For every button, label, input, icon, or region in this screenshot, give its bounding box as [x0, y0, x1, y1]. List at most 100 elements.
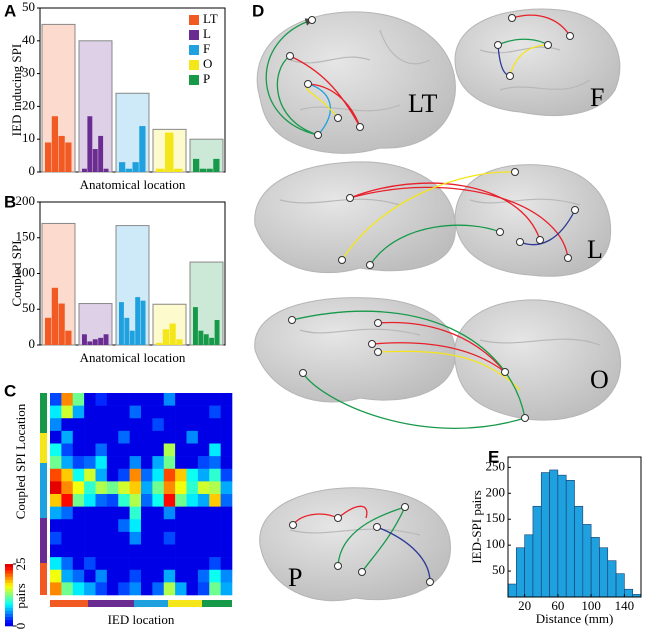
heat-cell — [141, 582, 153, 596]
heat-cell — [220, 569, 233, 583]
heat-cell — [129, 456, 142, 470]
y-tick-label: 200 — [486, 484, 506, 499]
heat-cell — [50, 519, 62, 533]
histogram-bar — [607, 560, 617, 598]
bar — [165, 132, 174, 172]
colorbar-tick-label: 25 — [13, 558, 28, 571]
y-axis-label: Coupled SPI Location — [13, 403, 28, 519]
y-tick-label: 50 — [492, 562, 505, 577]
heat-cell — [50, 582, 62, 596]
heat-cell — [175, 418, 187, 432]
heat-cell — [175, 519, 187, 533]
heat-cell — [50, 430, 62, 444]
heat-cell — [84, 494, 96, 507]
heat-cell — [50, 468, 62, 482]
heat-cell — [186, 531, 199, 545]
x-tick-label: 60 — [551, 598, 564, 613]
heat-cell — [220, 531, 233, 545]
heat-cell — [197, 418, 210, 432]
bar — [206, 168, 213, 172]
heat-cell — [186, 506, 199, 520]
heat-cell — [152, 481, 165, 495]
heat-cell — [209, 456, 221, 470]
bar — [199, 168, 206, 172]
colorbar-step — [5, 585, 13, 590]
colorbar-step — [5, 570, 13, 574]
histogram-bar — [516, 547, 525, 598]
heat-cell — [95, 569, 108, 583]
heat-cell — [163, 393, 176, 406]
region-label: P — [288, 563, 302, 592]
brain — [454, 164, 612, 277]
histogram-bar — [507, 583, 517, 598]
bar — [129, 330, 135, 345]
heat-cell — [209, 418, 221, 432]
bar — [103, 168, 109, 172]
heat-cell — [152, 430, 165, 444]
heat-cell — [209, 468, 221, 482]
bar — [87, 341, 93, 345]
legend-label: L — [203, 26, 211, 41]
heat-cell — [209, 544, 221, 558]
heat-cell — [106, 430, 119, 444]
heat-cell — [197, 481, 210, 495]
heat-cell — [197, 557, 210, 571]
heat-cell — [197, 531, 210, 545]
y-tick-label: 30 — [22, 65, 35, 80]
heat-cell — [163, 557, 176, 571]
heat-cell — [220, 418, 233, 432]
legend-swatch — [189, 15, 199, 25]
heat-cell — [209, 557, 221, 571]
legend-swatch — [189, 45, 199, 55]
bar — [135, 297, 141, 345]
heat-cell — [118, 456, 130, 470]
heat-cell — [106, 569, 119, 583]
heat-cell — [129, 544, 142, 558]
heat-cell — [72, 531, 85, 545]
histogram-bar — [615, 573, 625, 598]
panel-letter: B — [4, 192, 16, 211]
heat-cell — [141, 569, 153, 583]
heat-cell — [95, 544, 108, 558]
bar — [162, 329, 169, 345]
colorbar-step — [5, 588, 13, 593]
heat-cell — [95, 582, 108, 596]
bar — [193, 307, 198, 345]
bar — [176, 339, 183, 345]
heat-cell — [72, 519, 85, 533]
heat-cell — [106, 468, 119, 482]
heat-cell — [95, 557, 108, 571]
heat-cell — [95, 443, 108, 457]
heat-cell — [220, 481, 233, 495]
heat-cell — [197, 430, 210, 444]
heat-cell — [61, 582, 74, 596]
heat-cell — [61, 468, 74, 482]
heat-cell — [141, 519, 153, 533]
heat-cell — [95, 430, 108, 444]
heat-cell — [95, 418, 108, 432]
heat-cell — [141, 531, 153, 545]
heat-cell — [220, 494, 233, 507]
heat-cell — [95, 468, 108, 482]
heat-cell — [141, 557, 153, 571]
x-axis-label: IED location — [108, 612, 175, 627]
heat-cell — [197, 569, 210, 583]
heat-cell — [72, 481, 85, 495]
gyri — [279, 198, 601, 536]
heat-cell — [84, 557, 96, 571]
heat-cell — [186, 494, 199, 507]
heat-cell — [106, 456, 119, 470]
heat-cell — [129, 557, 142, 571]
bar — [58, 303, 65, 345]
heat-cell — [129, 506, 142, 520]
legend-label: O — [203, 56, 212, 71]
heat-cell — [152, 519, 165, 533]
heat-cell — [152, 569, 165, 583]
x-tick-label: 140 — [615, 598, 635, 613]
heat-cell — [50, 481, 62, 495]
heat-cell — [186, 468, 199, 482]
heat-cell — [84, 569, 96, 583]
heat-cell — [209, 405, 221, 419]
y-tick-label: 150 — [16, 229, 36, 244]
bar — [132, 162, 139, 172]
